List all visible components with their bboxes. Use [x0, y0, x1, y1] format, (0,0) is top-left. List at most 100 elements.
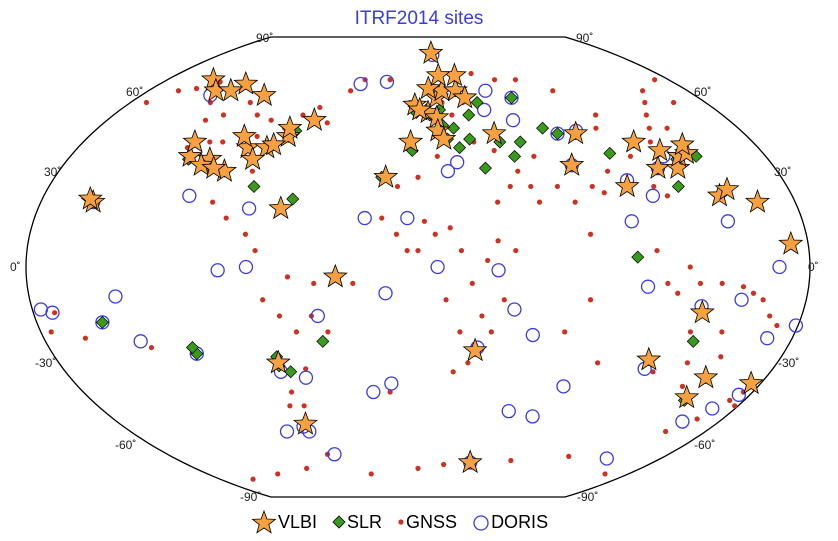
gnss-site [268, 117, 274, 123]
gnss-site [434, 153, 440, 159]
gnss-site [379, 215, 385, 221]
doris-site [95, 315, 110, 330]
vlbi-site [693, 364, 719, 389]
doris-site [788, 318, 804, 333]
slr-site [453, 141, 467, 155]
gnss-site [202, 117, 209, 123]
doris-site [133, 334, 148, 349]
gnss-site [651, 183, 657, 190]
vlbi-site [452, 84, 478, 109]
gnss-site [550, 88, 556, 94]
gnss-site [670, 99, 677, 106]
gnss-site [593, 125, 599, 131]
lat-label: -30˚ [35, 356, 57, 370]
legend-slr-label: SLR [347, 511, 383, 532]
gnss-site [387, 77, 393, 83]
gnss-site [220, 139, 226, 145]
gnss-site [684, 360, 690, 366]
slr-site [536, 121, 550, 135]
gnss-site [250, 476, 256, 482]
legend-doris: DORIS [471, 512, 548, 533]
gnss-site [254, 112, 260, 118]
gnss-site [348, 88, 354, 94]
doris-site [525, 327, 540, 343]
lat-label: 60˚ [126, 85, 144, 99]
gnss-site [415, 465, 421, 471]
gnss-site [491, 147, 497, 154]
gnss-site [207, 139, 213, 145]
gnss-site [260, 297, 266, 303]
gnss-site [421, 218, 428, 224]
gnss-site [148, 344, 155, 351]
doris-site [550, 126, 565, 141]
gnss-site [415, 174, 421, 180]
gnss-site [512, 77, 519, 83]
doris-site [400, 210, 415, 226]
gnss-site [513, 247, 519, 254]
gnss-site [508, 457, 514, 464]
vlbi-site [563, 120, 589, 145]
gnss-site [393, 231, 400, 237]
legend-slr: SLR [331, 512, 382, 533]
gnss-site [432, 231, 438, 237]
lat-label: 90˚ [576, 31, 594, 45]
vlbi-site [647, 137, 673, 162]
gnss-site [679, 383, 686, 389]
gnss-site [458, 247, 465, 254]
gnss-site [652, 77, 658, 83]
gnss-site [491, 77, 498, 83]
gnss-site [247, 99, 253, 106]
doris-site [731, 387, 746, 402]
gnss-site [627, 153, 634, 159]
gnss-site [501, 297, 507, 303]
slr-site [478, 161, 492, 175]
doris-site [353, 76, 368, 92]
vlbi-site [322, 263, 348, 288]
gnss-site [554, 183, 561, 190]
gnss-site [664, 193, 671, 199]
vlbi-site [669, 131, 695, 156]
gnss-site [220, 112, 227, 118]
gnss-site [750, 290, 757, 296]
gnss-site [675, 290, 681, 296]
gnss-site [193, 85, 200, 92]
gnss-site [447, 225, 453, 231]
gnss-site [507, 183, 513, 190]
gnss-site [465, 360, 471, 366]
lat-label: 30˚ [44, 165, 62, 179]
gnss-site [646, 125, 652, 131]
dot-icon [398, 519, 404, 525]
doris-site [507, 302, 522, 317]
gnss-site [594, 360, 601, 366]
slr-site [671, 179, 685, 193]
vlbi-site [431, 126, 457, 150]
vlbi-site [738, 370, 764, 395]
gnss-site [324, 120, 330, 126]
slr-site [185, 341, 199, 355]
lat-label: 0˚ [808, 260, 819, 274]
gnss-site [602, 471, 608, 477]
gnss-site [48, 329, 54, 335]
doris-site [298, 370, 314, 385]
gnss-site [664, 125, 670, 131]
vlbi-site [621, 128, 647, 153]
gnss-site [287, 403, 293, 409]
gnss-site [566, 453, 572, 459]
vlbi-site [233, 70, 259, 95]
gnss-site [394, 183, 401, 190]
gnss-site [82, 335, 89, 341]
gnss-site [275, 471, 281, 477]
slr-site [513, 135, 527, 149]
gnss-site [468, 70, 474, 77]
gnss-site [457, 329, 463, 335]
vlbi-layer [77, 40, 804, 474]
legend: VLBI SLR GNSS DORIS [250, 508, 558, 536]
vlbi-site [265, 349, 291, 374]
slr-site [286, 192, 300, 206]
doris-site [477, 102, 492, 118]
slr-site [247, 179, 261, 193]
vlbi-site [714, 176, 740, 201]
gnss-site [488, 329, 494, 335]
gnss-site [293, 329, 300, 335]
